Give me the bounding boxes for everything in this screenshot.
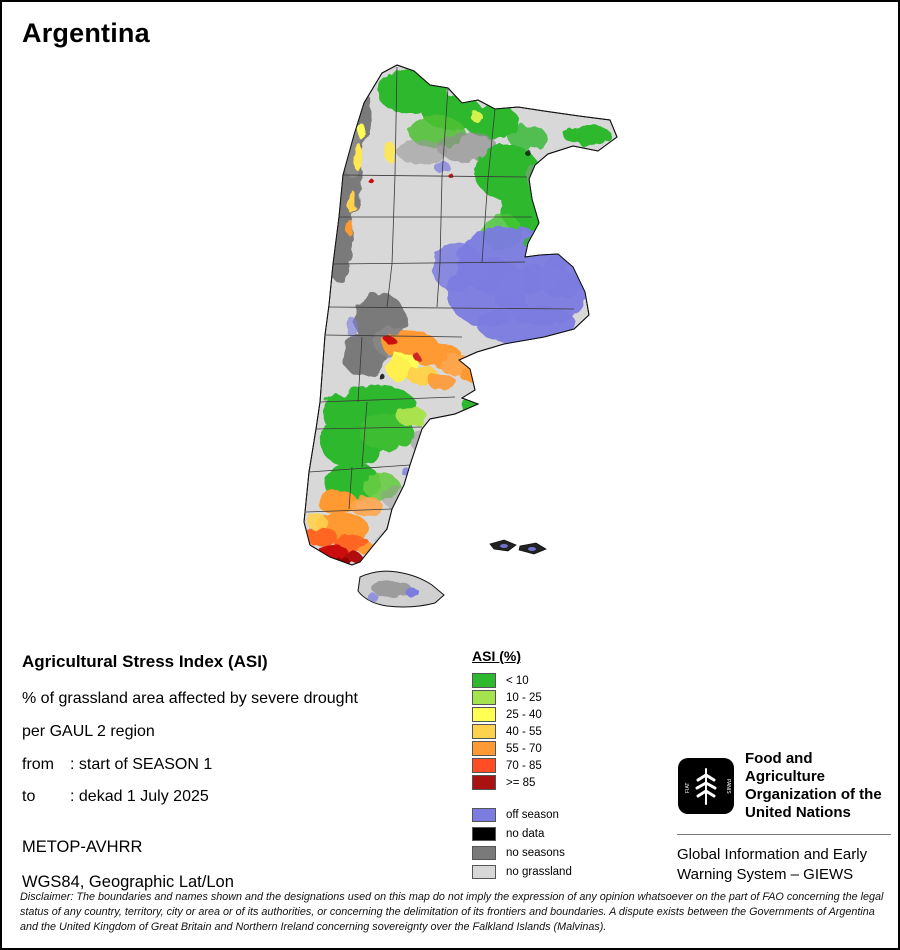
- fao-branding: FIAT PANIS Food and Agriculture Organiza…: [677, 750, 891, 885]
- asi-from-row: from : start of SEASON 1: [22, 756, 452, 774]
- sensor-name: METOP-AVHRR: [22, 838, 143, 856]
- legend-row: no seasons: [472, 843, 572, 862]
- legend-swatch: [472, 845, 496, 860]
- fao-org-line: Organization of the: [745, 786, 882, 803]
- fao-org-line: United Nations: [745, 804, 851, 821]
- from-value: : start of SEASON 1: [70, 756, 213, 773]
- asi-to-row: to : dekad 1 July 2025: [22, 788, 452, 806]
- legend-label: 55 - 70: [506, 742, 542, 755]
- legend-row: 70 - 85: [472, 757, 572, 774]
- giews-line: Warning System – GIEWS: [677, 866, 854, 883]
- legend-label: off season: [506, 808, 559, 821]
- legend-label: 25 - 40: [506, 708, 542, 721]
- fao-org-line: Food and Agriculture: [745, 750, 826, 785]
- fao-motto-left: FIAT: [685, 783, 691, 793]
- to-label: to: [22, 788, 36, 805]
- legend-row: no data: [472, 824, 572, 843]
- legend-swatch: [472, 707, 496, 722]
- to-value: : dekad 1 July 2025: [70, 788, 209, 805]
- legend-row: >= 85: [472, 774, 572, 791]
- fao-divider: [677, 834, 891, 835]
- legend-row: 10 - 25: [472, 689, 572, 706]
- legend-swatch: [472, 673, 496, 688]
- legend-swatch: [472, 724, 496, 739]
- legend-swatch: [472, 826, 496, 841]
- legend-title: ASI (%): [472, 648, 521, 664]
- legend-swatch: [472, 741, 496, 756]
- fao-org-name: Food and Agriculture Organization of the…: [745, 750, 891, 822]
- fao-logo-icon: FIAT PANIS: [678, 758, 734, 814]
- legend-swatch: [472, 807, 496, 822]
- asi-raster-layer: [307, 70, 611, 565]
- legend-row: off season: [472, 805, 572, 824]
- legend-swatch: [472, 758, 496, 773]
- asi-heading: Agricultural Stress Index (ASI): [22, 652, 268, 671]
- legend-label: < 10: [506, 674, 529, 687]
- legend-row: 55 - 70: [472, 740, 572, 757]
- argentina-asi-map: [292, 57, 657, 632]
- giews-name: Global Information and Early Warning Sys…: [677, 845, 891, 885]
- legend-gap: [472, 791, 572, 805]
- falkland-islands: [489, 539, 547, 555]
- legend-row: no grassland: [472, 862, 572, 881]
- asi-subtitle-1: % of grassland area affected by severe d…: [22, 690, 358, 707]
- legend-label: 40 - 55: [506, 725, 542, 738]
- legend-swatch: [472, 775, 496, 790]
- disclaimer-text: Disclaimer: The boundaries and names sho…: [20, 891, 884, 933]
- asi-subtitle-2: per GAUL 2 region: [22, 723, 155, 740]
- asi-info-block: Agricultural Stress Index (ASI) % of gra…: [22, 652, 452, 892]
- legend-label: no data: [506, 827, 545, 840]
- asi-color-legend: ASI (%) < 10 10 - 25 25 - 40 40 - 55 55 …: [472, 648, 572, 881]
- legend-row: 40 - 55: [472, 723, 572, 740]
- legend-label: no grassland: [506, 865, 572, 878]
- giews-line: Global Information and Early: [677, 846, 868, 863]
- page-title: Argentina: [22, 18, 150, 48]
- legend-label: 70 - 85: [506, 759, 542, 772]
- from-label: from: [22, 756, 54, 773]
- legend-row: < 10: [472, 672, 572, 689]
- legend-row: 25 - 40: [472, 706, 572, 723]
- tierra-del-fuego-raster: [366, 581, 419, 601]
- legend-label: >= 85: [506, 776, 536, 789]
- argentina-map-svg: [303, 64, 618, 608]
- legend-label: 10 - 25: [506, 691, 542, 704]
- legend-label: no seasons: [506, 846, 565, 859]
- argentina-border: [303, 64, 618, 566]
- fao-logo-row: FIAT PANIS Food and Agriculture Organiza…: [677, 750, 891, 822]
- province-boundaries: [305, 66, 575, 513]
- legend-swatch: [472, 864, 496, 879]
- fao-motto-right: PANIS: [725, 779, 731, 794]
- projection-info: WGS84, Geographic Lat/Lon: [22, 873, 234, 891]
- legend-swatch: [472, 690, 496, 705]
